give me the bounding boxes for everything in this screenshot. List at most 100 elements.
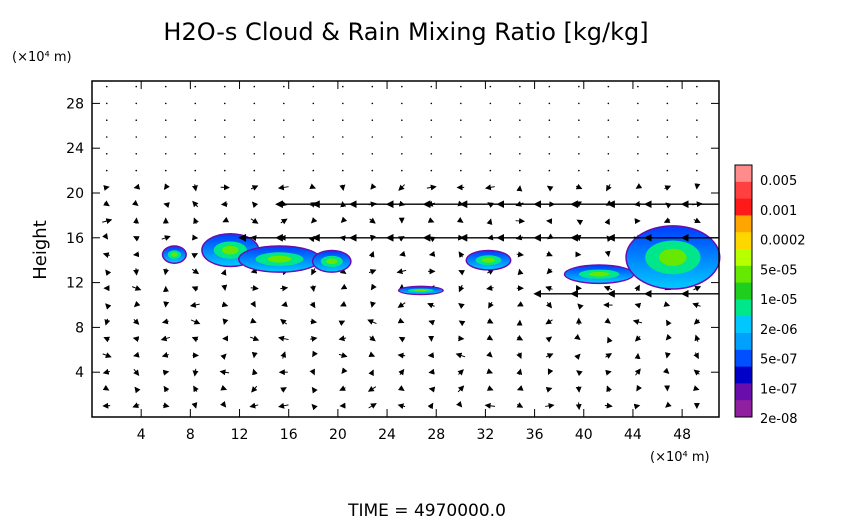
wind-vector <box>693 318 701 325</box>
wind-vector <box>133 351 140 358</box>
y-tick-label: 16 <box>66 231 84 247</box>
vector-dot <box>105 169 108 172</box>
vector-dot <box>253 169 256 172</box>
y-tick-label: 8 <box>75 320 84 336</box>
vector-dot <box>548 102 551 105</box>
vector-dot <box>578 85 580 88</box>
wind-vector <box>486 368 494 374</box>
wind-vector <box>133 236 140 242</box>
vector-dot <box>164 136 167 138</box>
vector-dot <box>460 136 462 138</box>
vector-dot <box>194 102 197 105</box>
vector-dot <box>371 153 374 155</box>
wind-vector <box>277 184 289 191</box>
wind-vector <box>162 402 170 409</box>
legend-swatch <box>735 165 752 183</box>
y-tick-label: 24 <box>66 141 84 157</box>
vector-dot <box>223 102 226 105</box>
wind-vector <box>692 385 700 391</box>
wind-vector <box>428 368 435 375</box>
legend-swatch <box>735 249 752 267</box>
wind-vector <box>516 334 524 341</box>
x-tick-label: 44 <box>624 427 642 443</box>
wind-vector-field <box>102 85 703 411</box>
x-axis-unit: (×10⁴ m) <box>650 450 710 465</box>
wind-vector <box>666 319 672 327</box>
wind-vector <box>134 386 141 394</box>
legend-label: 2e-06 <box>760 323 798 338</box>
wind-vector <box>604 402 613 409</box>
vector-dot <box>135 85 138 88</box>
vector-dot <box>401 102 403 105</box>
wind-vector <box>191 402 198 409</box>
wind-vector <box>574 333 581 341</box>
vector-dot <box>105 119 108 121</box>
wind-vector <box>397 403 406 410</box>
wind-vector <box>458 251 465 258</box>
vector-dot <box>578 169 580 172</box>
vector-dot <box>548 136 551 138</box>
x-tick-label: 32 <box>476 427 494 443</box>
legend-label: 5e-07 <box>760 353 798 368</box>
y-axis-label: Height <box>30 220 51 280</box>
wind-vector <box>516 251 525 258</box>
y-tick-label: 4 <box>75 365 84 381</box>
vector-dot <box>696 169 698 172</box>
wind-vector <box>693 217 701 224</box>
x-tick-label: 48 <box>673 427 691 443</box>
vector-dot <box>342 102 344 105</box>
vector-dot <box>637 119 639 121</box>
wind-vector <box>545 301 553 309</box>
x-tick-label: 28 <box>427 427 445 443</box>
vector-dot <box>430 136 433 138</box>
wind-vector <box>103 336 111 343</box>
wind-vector <box>633 403 641 410</box>
vector-dot <box>666 102 669 105</box>
legend-swatch <box>735 282 752 300</box>
wind-vector <box>163 385 170 393</box>
x-tick-label: 4 <box>137 427 146 443</box>
wind-vector <box>132 402 140 408</box>
wind-vector <box>163 183 170 190</box>
vector-dot <box>578 153 580 155</box>
wind-vector <box>163 202 170 208</box>
vector-dot <box>489 119 492 121</box>
wind-vector <box>280 318 288 325</box>
legend-label: 0.0002 <box>760 234 806 249</box>
vector-dot <box>105 153 108 155</box>
wind-vector <box>278 402 289 409</box>
vector-dot <box>312 85 315 88</box>
plot-frame <box>91 80 720 418</box>
wind-vector <box>368 369 374 377</box>
vector-dot <box>637 169 639 172</box>
wind-vector <box>397 302 406 308</box>
wind-vector <box>398 336 406 343</box>
vector-dot <box>194 136 197 138</box>
legend-swatch <box>735 215 752 233</box>
wind-vector <box>516 385 524 391</box>
wind-vector <box>252 368 258 376</box>
wind-vector <box>457 369 464 376</box>
wind-vector <box>280 218 288 225</box>
vector-dot <box>342 136 344 138</box>
vector-dot <box>253 136 256 138</box>
wind-vector <box>693 352 699 360</box>
wind-vector <box>133 300 141 308</box>
wind-vector <box>250 217 259 224</box>
wind-vector <box>312 350 318 358</box>
wind-vector <box>250 185 259 191</box>
legend-swatch <box>735 265 752 284</box>
wind-vector <box>311 403 318 411</box>
legend-swatch <box>735 400 752 418</box>
vector-dot <box>312 136 315 138</box>
x-axis-ticks: 4 8 12 16 20 24 28 32 36 40 44 48 <box>137 81 691 443</box>
cloud-region <box>161 245 187 264</box>
wind-vector <box>102 352 112 358</box>
wind-vector <box>545 353 554 359</box>
vector-dot <box>135 169 138 172</box>
wind-vector <box>281 301 288 308</box>
wind-vector <box>105 269 112 276</box>
wind-vector <box>486 218 493 225</box>
wind-vector <box>692 302 701 309</box>
legend-label: 1e-05 <box>760 293 798 308</box>
